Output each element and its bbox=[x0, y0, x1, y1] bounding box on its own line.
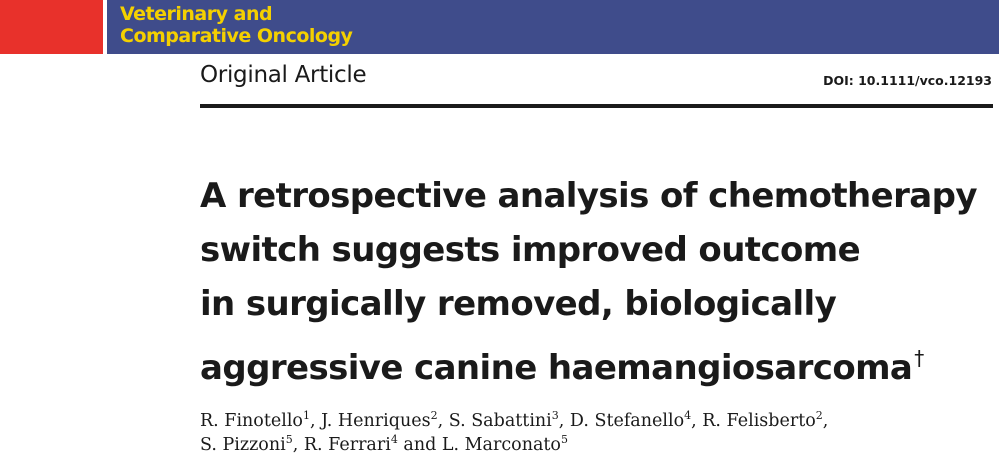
author-separator: , bbox=[309, 411, 322, 431]
author-line: R. Finotello1, J. Henriques2, S. Sabatti… bbox=[200, 409, 990, 433]
author-name: R. Finotello bbox=[200, 411, 303, 431]
author-name: J. Henriques bbox=[321, 411, 431, 431]
title-line: A retrospective analysis of chemotherapy bbox=[200, 176, 978, 216]
header-rule bbox=[200, 104, 993, 108]
title-line: switch suggests improved outcome bbox=[200, 230, 861, 270]
journal-name-line-2: Comparative Oncology bbox=[120, 25, 353, 47]
affiliation-mark[interactable]: 4 bbox=[390, 433, 398, 446]
affiliation-mark[interactable]: 5 bbox=[560, 433, 568, 446]
affiliation-mark[interactable]: 4 bbox=[684, 409, 692, 422]
affiliation-mark[interactable]: 2 bbox=[815, 409, 823, 422]
author-separator: , bbox=[691, 411, 703, 431]
author-name: R. Ferrari bbox=[303, 435, 391, 455]
author-name: S. Sabattini bbox=[448, 411, 552, 431]
affiliation-mark[interactable]: 5 bbox=[285, 433, 293, 446]
doi[interactable]: DOI: 10.1111/vco.12193 bbox=[823, 73, 992, 88]
affiliation-mark[interactable]: 1 bbox=[302, 409, 310, 422]
author-line: S. Pizzoni5, R. Ferrari4 and L. Marconat… bbox=[200, 433, 990, 457]
author-list: R. Finotello1, J. Henriques2, S. Sabatti… bbox=[200, 409, 990, 457]
article-title: A retrospective analysis of chemotherapy… bbox=[200, 169, 990, 395]
header-separator bbox=[103, 0, 107, 54]
journal-header-bar bbox=[0, 0, 999, 54]
title-line-last: aggressive canine haemangiosarcoma † bbox=[200, 331, 990, 395]
author-separator: , bbox=[292, 435, 304, 455]
affiliation-mark[interactable]: 2 bbox=[430, 409, 438, 422]
article-type: Original Article bbox=[200, 62, 367, 88]
title-line: in surgically removed, biologically bbox=[200, 284, 837, 324]
title-line-text: aggressive canine haemangiosarcoma bbox=[200, 348, 913, 388]
author-name: L. Marconato bbox=[441, 435, 561, 455]
journal-name-line-1: Veterinary and bbox=[120, 3, 273, 25]
author-separator: , bbox=[822, 411, 829, 431]
author-separator: , bbox=[558, 411, 570, 431]
affiliation-mark[interactable]: 3 bbox=[551, 409, 559, 422]
author-name: D. Stefanello bbox=[569, 411, 685, 431]
journal-accent-block bbox=[0, 0, 103, 54]
author-separator: , bbox=[437, 411, 449, 431]
author-name: R. Felisberto bbox=[702, 411, 816, 431]
author-separator: and bbox=[397, 435, 442, 455]
author-name: S. Pizzoni bbox=[200, 435, 286, 455]
title-footnote-mark[interactable]: † bbox=[914, 346, 924, 370]
